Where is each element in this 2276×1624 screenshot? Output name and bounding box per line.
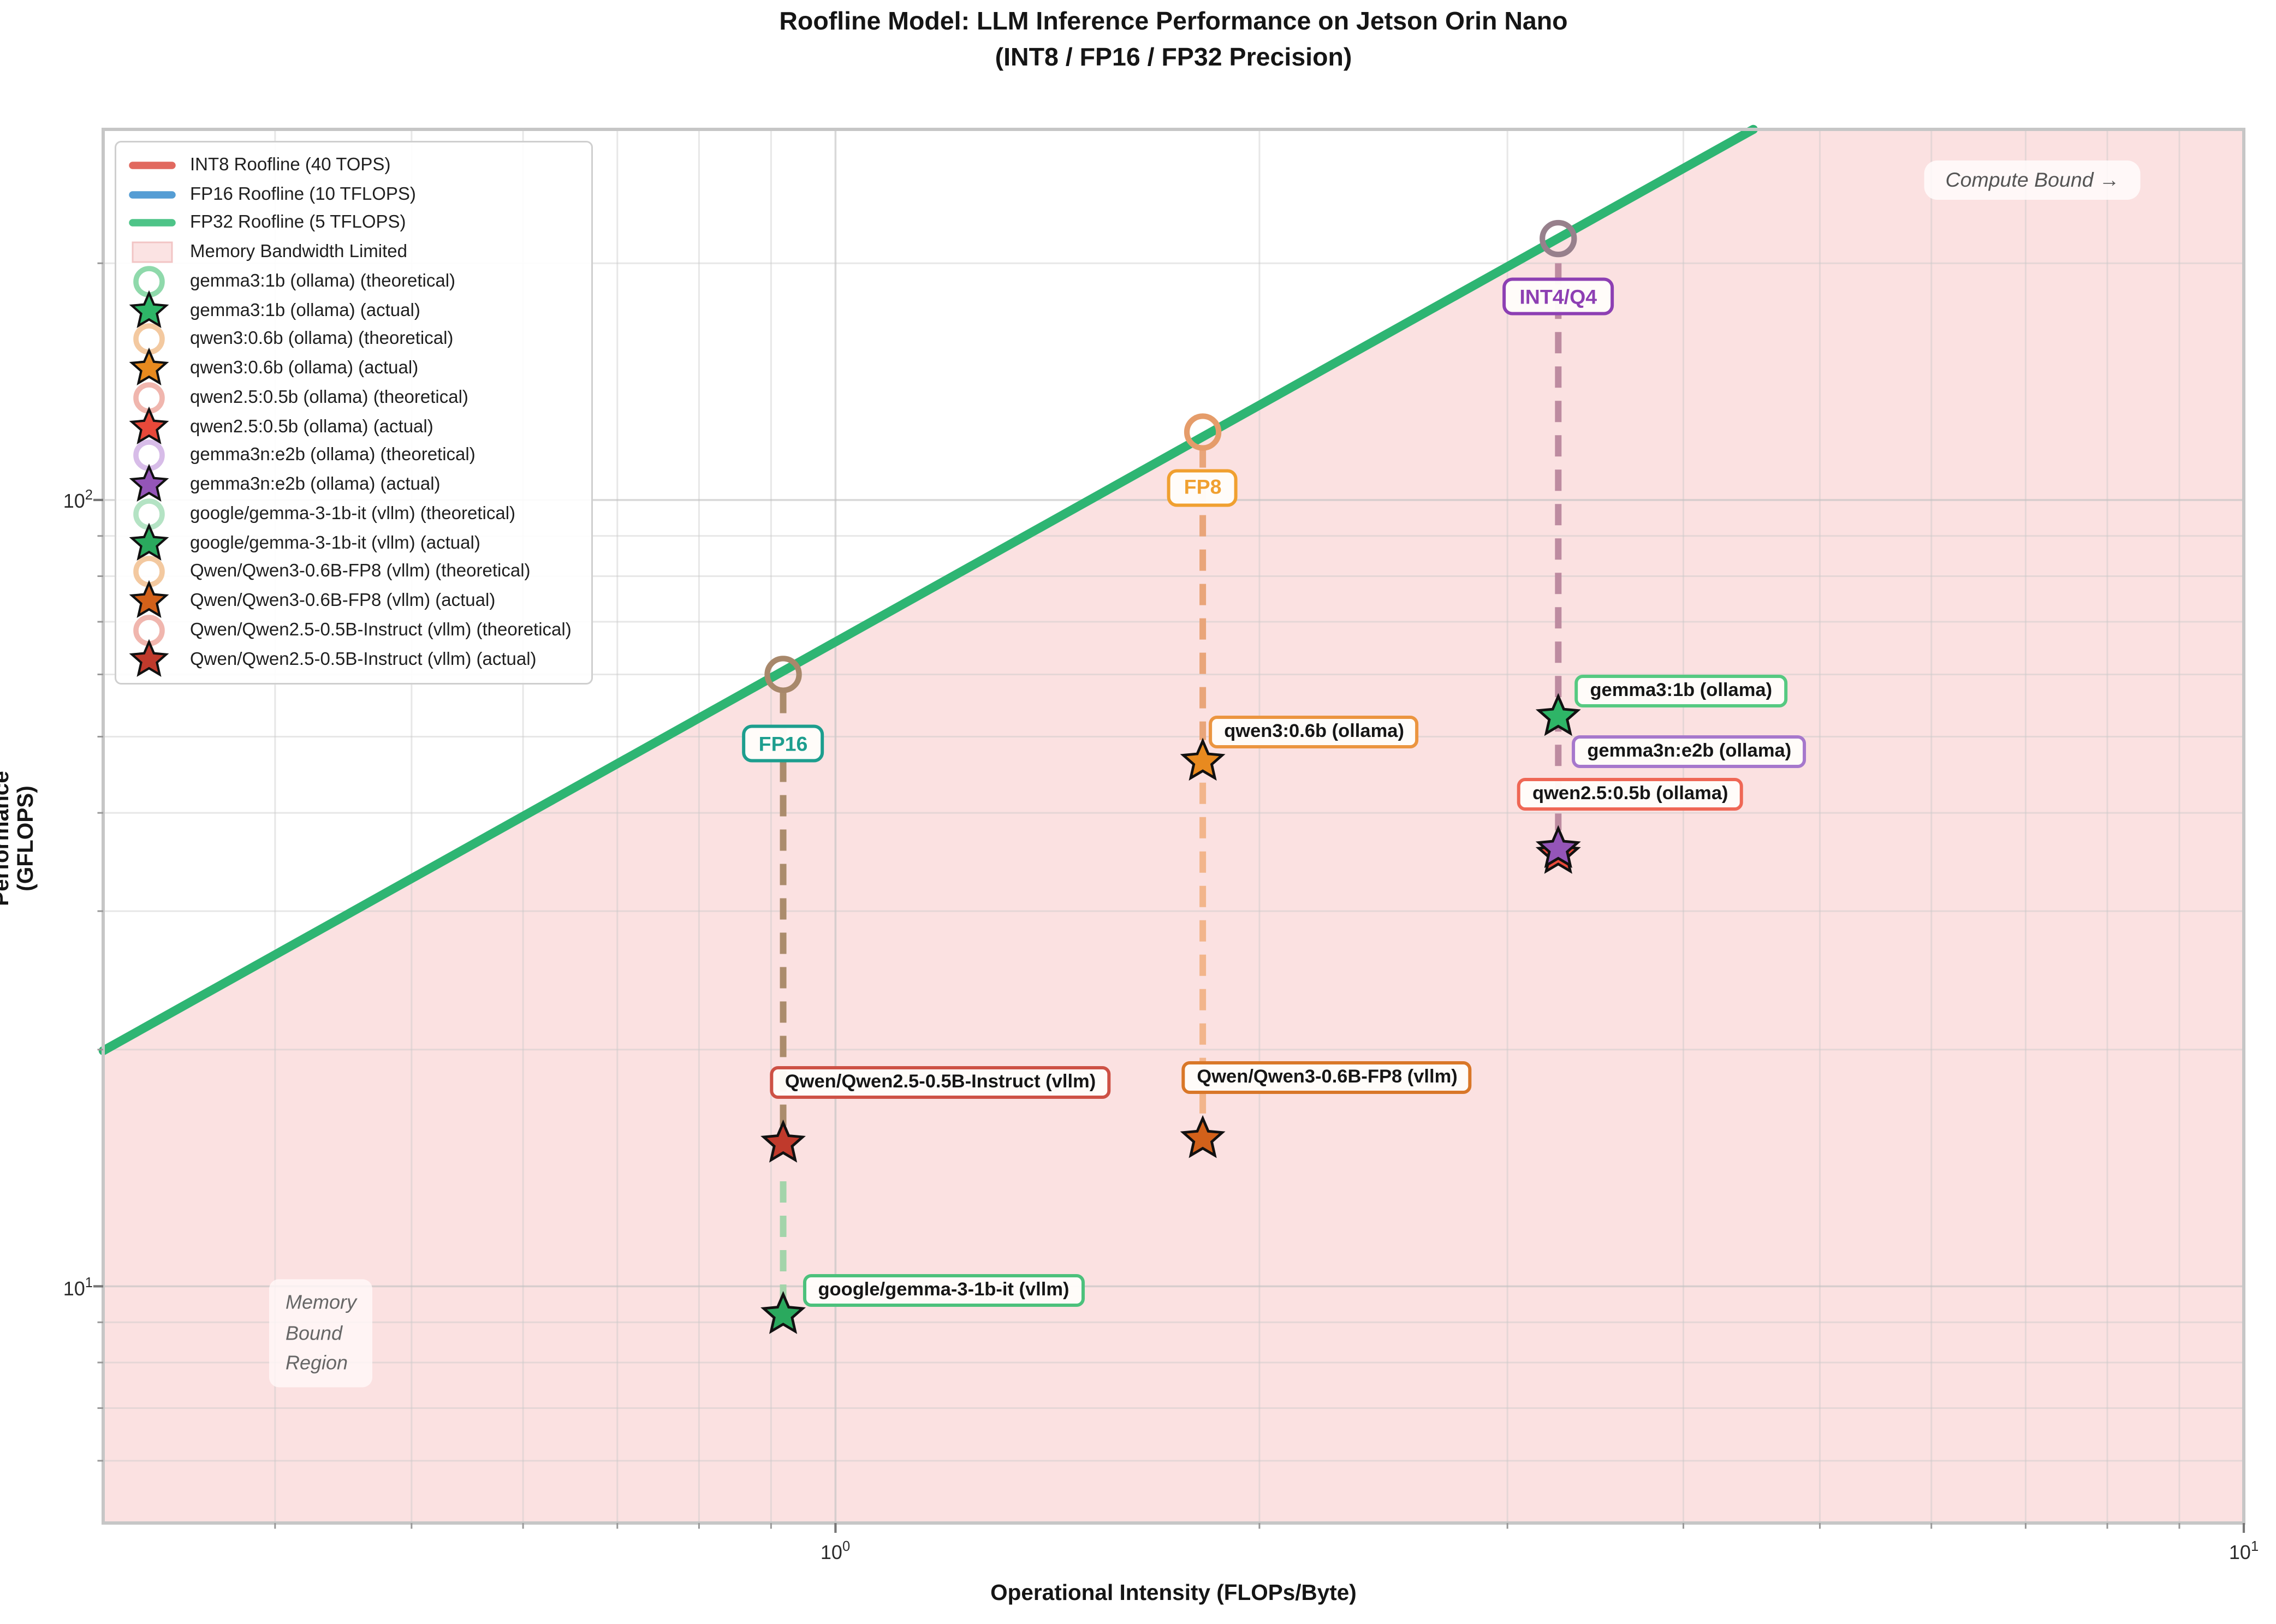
legend-marker-line — [129, 191, 176, 198]
legend: INT8 Roofline (40 TOPS) FP16 Roofline (10… — [115, 141, 593, 684]
legend-item: qwen2.5:0.5b (ollama) (actual) — [128, 406, 572, 444]
legend-item-label: Qwen/Qwen2.5-0.5B-Instruct (vllm) (theor… — [190, 620, 572, 640]
y-tick-10e2: 102 — [63, 486, 93, 513]
legend-item: gemma3n:e2b (ollama) (actual) — [128, 464, 572, 502]
precision-label: INT4/Q4 — [1503, 278, 1614, 316]
chart-title-line2: (INT8 / FP16 / FP32 Precision) — [995, 44, 1352, 72]
legend-item-label: gemma3:1b (ollama) (actual) — [190, 300, 420, 320]
legend-marker-star — [129, 638, 169, 676]
chart-title-line1: Roofline Model: LLM Inference Performanc… — [779, 8, 1568, 36]
legend-item-label: Qwen/Qwen3-0.6B-FP8 (vllm) (actual) — [190, 591, 496, 611]
model-label: Qwen/Qwen2.5-0.5B-Instruct (vllm) — [770, 1066, 1111, 1099]
legend-marker-circle — [133, 382, 165, 414]
legend-item-label: FP16 Roofline (10 TFLOPS) — [190, 184, 416, 204]
theoretical-marker-circle — [1184, 413, 1222, 451]
model-label: google/gemma-3-1b-it (vllm) — [803, 1274, 1084, 1307]
memory-bound-annotation: Memory Bound Region — [269, 1279, 373, 1387]
legend-item-label: gemma3n:e2b (ollama) (theoretical) — [190, 446, 476, 466]
legend-item: Memory Bandwidth Limited — [128, 238, 572, 267]
legend-marker-circle — [133, 324, 165, 355]
legend-item: qwen3:0.6b (ollama) (theoretical) — [128, 324, 572, 355]
legend-item-label: qwen2.5:0.5b (ollama) (actual) — [190, 417, 433, 437]
legend-marker-circle — [133, 265, 165, 298]
legend-marker-star — [129, 406, 169, 444]
legend-item: Qwen/Qwen2.5-0.5B-Instruct (vllm) (theor… — [128, 614, 572, 646]
legend-item: google/gemma-3-1b-it (vllm) (actual) — [128, 522, 572, 560]
actual-marker-star — [760, 1290, 806, 1334]
legend-item: FP16 Roofline (10 TFLOPS) — [128, 180, 572, 209]
legend-marker-circle — [133, 498, 165, 530]
actual-marker-star — [1535, 693, 1581, 736]
compute-bound-annotation: Compute Bound → — [1924, 160, 2141, 200]
legend-item: Qwen/Qwen3-0.6B-FP8 (vllm) (actual) — [128, 580, 572, 618]
legend-item: gemma3n:e2b (ollama) (theoretical) — [128, 440, 572, 472]
legend-marker-line — [129, 161, 176, 169]
legend-marker-patch — [132, 241, 173, 263]
legend-item-label: Qwen/Qwen2.5-0.5B-Instruct (vllm) (actua… — [190, 649, 537, 669]
legend-item-label: qwen3:0.6b (ollama) (theoretical) — [190, 330, 454, 350]
legend-item-label: INT8 Roofline (40 TOPS) — [190, 155, 391, 175]
x-tick-10e1: 101 — [2229, 1538, 2259, 1564]
x-tick-10e0: 100 — [820, 1538, 851, 1564]
x-axis-label: Operational Intensity (FLOPs/Byte) — [990, 1580, 1357, 1605]
legend-item-label: FP32 Roofline (5 TFLOPS) — [190, 213, 406, 234]
legend-item: google/gemma-3-1b-it (vllm) (theoretical… — [128, 498, 572, 530]
legend-item-label: Qwen/Qwen3-0.6B-FP8 (vllm) (theoretical) — [190, 562, 531, 582]
legend-marker-star — [129, 580, 169, 618]
legend-item: gemma3:1b (ollama) (actual) — [128, 289, 572, 328]
chart-title: Roofline Model: LLM Inference Performanc… — [103, 5, 2244, 76]
legend-item: INT8 Roofline (40 TOPS) — [128, 151, 572, 180]
actual-marker-star — [1180, 1115, 1226, 1158]
theoretical-marker-circle — [1540, 219, 1577, 258]
model-label: Qwen/Qwen3-0.6B-FP8 (vllm) — [1182, 1062, 1472, 1095]
legend-item-label: qwen3:0.6b (ollama) (actual) — [190, 359, 419, 379]
legend-item-label: google/gemma-3-1b-it (vllm) (theoretical… — [190, 504, 516, 524]
legend-item: Qwen/Qwen3-0.6B-FP8 (vllm) (theoretical) — [128, 556, 572, 588]
actual-marker-star — [1180, 737, 1226, 781]
actual-marker-star — [1535, 825, 1581, 868]
y-axis-label: Performance (GFLOPS) — [0, 771, 38, 906]
precision-label: FP8 — [1167, 468, 1238, 507]
actual-marker-star — [760, 1119, 806, 1163]
legend-marker-star — [129, 522, 169, 560]
legend-item-label: gemma3:1b (ollama) (theoretical) — [190, 271, 456, 292]
legend-item-label: google/gemma-3-1b-it (vllm) (actual) — [190, 533, 480, 553]
model-label: qwen3:0.6b (ollama) — [1209, 715, 1419, 748]
legend-item-label: qwen2.5:0.5b (ollama) (theoretical) — [190, 388, 468, 408]
model-label: qwen2.5:0.5b (ollama) — [1517, 777, 1743, 811]
legend-item: gemma3:1b (ollama) (theoretical) — [128, 265, 572, 298]
model-label: gemma3:1b (ollama) — [1575, 674, 1787, 707]
legend-marker-star — [129, 348, 169, 386]
legend-marker-circle — [133, 440, 165, 472]
fp32-roofline — [98, 124, 1758, 1056]
legend-marker-star — [129, 464, 169, 502]
memory-bound-region — [103, 129, 2244, 1523]
plot-frame — [102, 128, 2245, 1525]
legend-marker-circle — [133, 556, 165, 588]
theoretical-marker-circle — [764, 656, 802, 693]
legend-item: Qwen/Qwen2.5-0.5B-Instruct (vllm) (actua… — [128, 638, 572, 676]
legend-item-label: gemma3n:e2b (ollama) (actual) — [190, 475, 441, 495]
legend-item: qwen2.5:0.5b (ollama) (theoretical) — [128, 382, 572, 414]
legend-item-label: Memory Bandwidth Limited — [190, 242, 408, 263]
legend-marker-circle — [133, 614, 165, 646]
legend-item: FP32 Roofline (5 TFLOPS) — [128, 209, 572, 238]
legend-marker-star — [129, 289, 169, 328]
legend-marker-line — [129, 219, 176, 227]
y-tick-10e1: 101 — [63, 1274, 93, 1300]
model-label: gemma3n:e2b (ollama) — [1572, 735, 1806, 769]
precision-label: FP16 — [742, 725, 824, 763]
legend-item: qwen3:0.6b (ollama) (actual) — [128, 348, 572, 386]
